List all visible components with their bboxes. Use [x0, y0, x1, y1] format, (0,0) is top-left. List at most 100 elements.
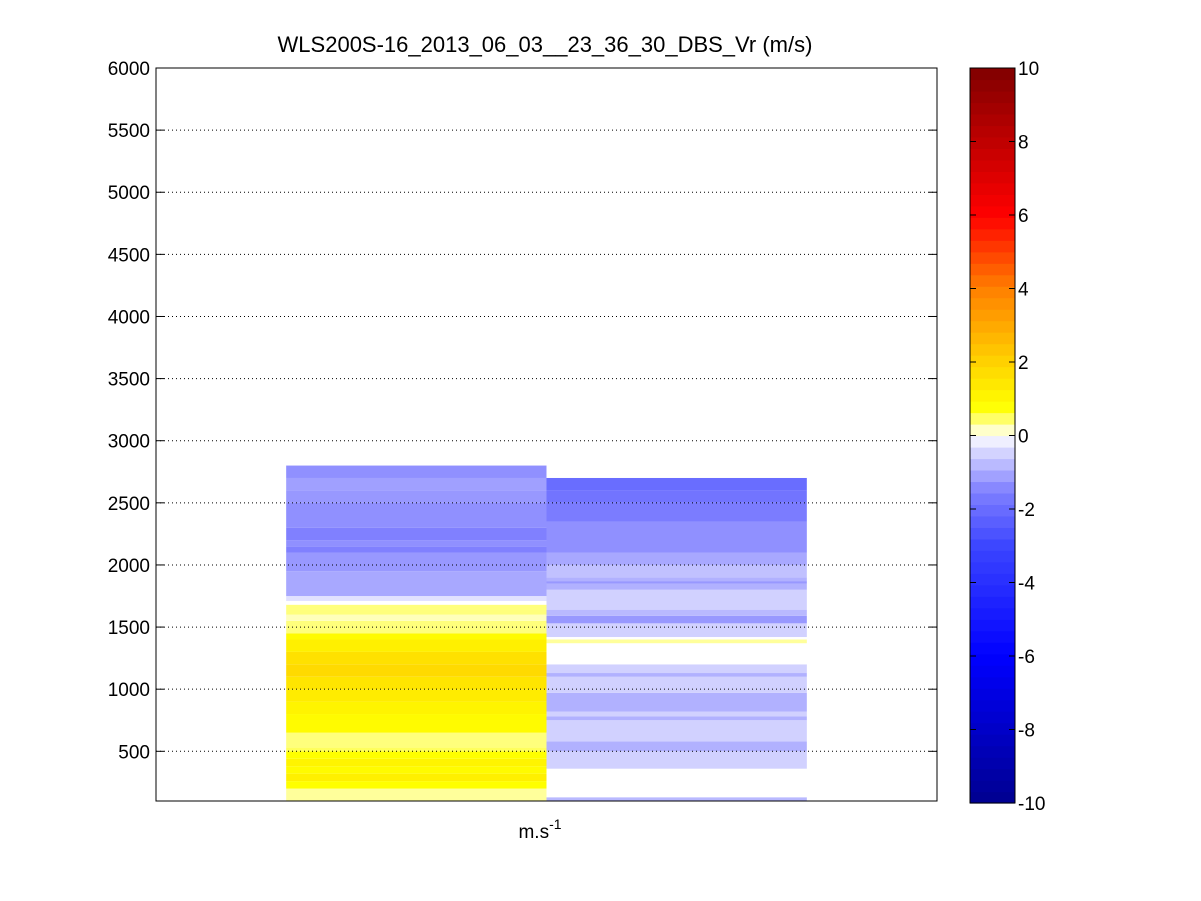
- colorbar-step: [970, 113, 1015, 127]
- y-tick-label: 3500: [108, 370, 150, 391]
- heatmap-cell: [546, 552, 807, 565]
- heatmap-cell: [286, 714, 547, 733]
- heatmap-cell: [546, 589, 807, 610]
- colorbar-step: [970, 607, 1015, 620]
- heatmap-cell: [286, 527, 547, 541]
- colorbar-step: [970, 228, 1015, 241]
- colorbar-step: [970, 745, 1015, 758]
- heatmap-cell: [546, 673, 807, 677]
- colorbar-step: [970, 217, 1015, 230]
- heatmap-cell: [546, 716, 807, 721]
- heatmap-cell: [286, 552, 547, 572]
- colorbar-step: [970, 343, 1015, 356]
- heatmap-cell: [546, 623, 807, 638]
- colorbar-step: [970, 481, 1015, 494]
- heatmap-cell: [286, 639, 547, 652]
- heatmap-cell: [286, 751, 547, 759]
- colorbar-step: [970, 699, 1015, 712]
- heatmap-cell: [286, 596, 547, 601]
- colorbar-step: [970, 515, 1015, 528]
- colorbar-step: [970, 171, 1015, 184]
- colorbar-step: [970, 584, 1015, 597]
- heatmap-cell: [286, 758, 547, 767]
- heatmap-cell: [546, 711, 807, 717]
- colorbar-step: [970, 320, 1015, 333]
- colorbar-tick-label: 4: [1018, 280, 1029, 301]
- heatmap-cell: [286, 651, 547, 665]
- colorbar-step: [970, 780, 1015, 793]
- colorbar-step: [970, 136, 1015, 149]
- colorbar-step: [970, 791, 1015, 804]
- colorbar-step: [970, 504, 1015, 517]
- heatmap-cell: [546, 676, 807, 693]
- heatmap-cell: [546, 797, 807, 801]
- chart-title: WLS200S-16_2013_06_03__23_36_30_DBS_Vr (…: [278, 32, 813, 57]
- y-tick-label: 1000: [108, 680, 150, 701]
- heatmap-cell: [286, 664, 547, 677]
- colorbar-tick-label: 8: [1018, 133, 1029, 154]
- colorbar-step: [970, 653, 1015, 666]
- colorbar-step: [970, 446, 1015, 460]
- colorbar-step: [970, 619, 1015, 632]
- colorbar: -10 -8 -6 -4 -2 0 2 4 6 8 10: [969, 59, 1045, 815]
- y-tick-label: 1500: [108, 618, 150, 639]
- heatmap-cell: [286, 701, 547, 715]
- heatmap-cell: [286, 465, 547, 478]
- heatmap-cell: [286, 676, 547, 690]
- colorbar-step: [970, 182, 1015, 195]
- heatmap-cell: [286, 773, 547, 782]
- colorbar-tick-label: 10: [1018, 59, 1039, 80]
- axes-box: [155, 67, 938, 802]
- colorbar-step: [970, 642, 1015, 655]
- heatmap-cell: [286, 540, 547, 547]
- heatmap-cell: [286, 502, 547, 528]
- heatmap-cell: [286, 546, 547, 553]
- y-tick-label: 6000: [108, 59, 150, 80]
- y-tick-label: 5500: [108, 121, 150, 142]
- colorbar-step: [970, 263, 1015, 276]
- colorbar-step: [970, 688, 1015, 701]
- heatmap-cell: [286, 689, 547, 702]
- heatmap-cell: [286, 732, 547, 748]
- colorbar-tick-label: -6: [1018, 647, 1035, 668]
- colorbar-step: [970, 125, 1015, 138]
- heatmap-cell: [546, 664, 807, 674]
- colorbar-tick-label: -8: [1018, 721, 1035, 742]
- colorbar-step: [970, 274, 1015, 287]
- colorbar-step: [970, 389, 1015, 402]
- heatmap-cell: [546, 502, 807, 522]
- colorbar-step: [970, 205, 1015, 218]
- x-axis-label: m.s-1: [518, 816, 561, 843]
- colorbar-step: [970, 676, 1015, 689]
- heatmap-cell: [546, 564, 807, 578]
- heatmap-cell: [546, 583, 807, 590]
- colorbar-step: [970, 102, 1015, 115]
- heatmap-cell: [546, 637, 807, 640]
- colorbar-step: [970, 527, 1015, 540]
- colorbar-step: [970, 665, 1015, 678]
- colorbar-step: [970, 68, 1015, 81]
- heatmap-cell: [286, 477, 547, 491]
- heatmap-cell: [286, 633, 547, 640]
- colorbar-step: [970, 711, 1015, 724]
- colorbar-step: [970, 286, 1015, 299]
- colorbar-step: [970, 734, 1015, 747]
- colorbar-tick-label: -2: [1018, 500, 1035, 521]
- x-axis-label-sup: -1: [549, 816, 562, 832]
- heatmap-cell: [546, 477, 807, 491]
- y-tick-label: 4000: [108, 307, 150, 328]
- colorbar-tick-label: -4: [1018, 574, 1035, 595]
- colorbar-tick-label: 6: [1018, 206, 1029, 227]
- colorbar-step: [970, 630, 1015, 643]
- heatmap-cell: [546, 581, 807, 584]
- y-tick-label: 4500: [108, 245, 150, 266]
- y-tick-label: 3000: [108, 432, 150, 453]
- heatmap-cell: [286, 490, 547, 503]
- heatmap-cell: [546, 490, 807, 503]
- colorbar-step: [970, 424, 1015, 437]
- heatmap-cell: [286, 781, 547, 789]
- heatmap-cell: [546, 720, 807, 742]
- colorbar-step: [970, 538, 1015, 551]
- colorbar-step: [970, 401, 1015, 414]
